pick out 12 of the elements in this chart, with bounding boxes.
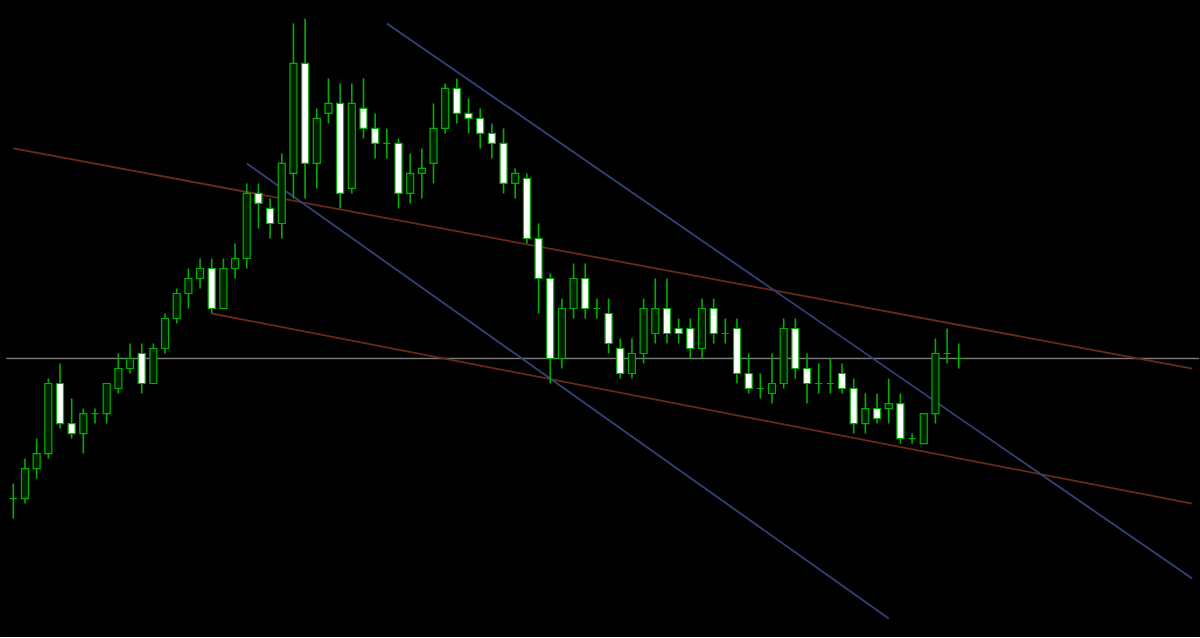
candlestick — [767, 353, 777, 405]
candlestick — [616, 338, 625, 380]
candlestick — [266, 198, 275, 240]
candlestick — [604, 298, 613, 355]
candlestick — [744, 353, 753, 395]
candlestick — [55, 363, 65, 430]
candlestick — [732, 318, 742, 385]
candlestick — [20, 458, 30, 505]
candlestick — [312, 108, 321, 190]
candlestick — [417, 148, 426, 200]
candlestick — [802, 353, 812, 405]
candlestick — [837, 363, 847, 395]
